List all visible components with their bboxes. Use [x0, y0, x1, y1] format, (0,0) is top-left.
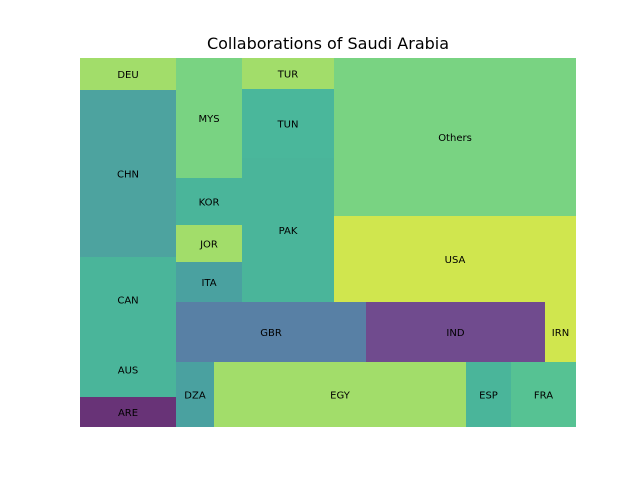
- treemap-cell-aus: [80, 342, 176, 397]
- treemap-cells: DEU CHN CAN AUS ARE MYS KOR JOR ITA TUR TUN PAK Othe…: [80, 58, 576, 427]
- treemap-cell-fra: [511, 362, 576, 427]
- treemap-label-dza: DZA: [184, 391, 206, 402]
- treemap-cell-mys: [176, 58, 242, 178]
- treemap-label-are: ARE: [118, 408, 138, 419]
- treemap-label-fra: FRA: [534, 391, 553, 402]
- treemap-cell-esp: [466, 362, 511, 427]
- chart-title: Collaborations of Saudi Arabia: [207, 34, 449, 53]
- treemap-cell-chn: [80, 90, 176, 257]
- treemap-cell-irn: [545, 302, 576, 362]
- treemap-cell-can: [80, 257, 176, 342]
- treemap-cell-gbr: [176, 302, 366, 362]
- treemap-label-tur: TUR: [277, 70, 298, 81]
- treemap-label-ita: ITA: [201, 278, 216, 289]
- treemap-cell-ind: [366, 302, 545, 362]
- treemap-cell-kor: [176, 178, 242, 225]
- treemap-label-aus: AUS: [118, 366, 139, 377]
- treemap-label-esp: ESP: [479, 391, 498, 402]
- treemap-label-deu: DEU: [117, 70, 138, 81]
- treemap-cell-jor: [176, 225, 242, 262]
- treemap-label-irn: IRN: [552, 328, 569, 339]
- treemap-cell-dza: [176, 362, 214, 427]
- treemap-label-usa: USA: [445, 255, 466, 266]
- treemap-label-chn: CHN: [117, 170, 139, 181]
- treemap-label-ind: IND: [446, 328, 464, 339]
- treemap-cell-are: [80, 397, 176, 427]
- treemap-label-tun: TUN: [277, 120, 299, 131]
- treemap-cell-deu: [80, 58, 176, 90]
- treemap-label-gbr: GBR: [260, 328, 282, 339]
- treemap-cell-usa: [334, 216, 576, 302]
- treemap-label-egy: EGY: [330, 391, 351, 402]
- treemap-cell-egy: [214, 362, 466, 427]
- treemap-cell-tur: [242, 58, 334, 89]
- treemap-label-pak: PAK: [279, 226, 298, 237]
- treemap-cell-tun: [242, 89, 334, 158]
- treemap-label-others: Others: [438, 133, 472, 144]
- treemap-cell-ita: [176, 262, 242, 302]
- treemap-cell-others: [334, 58, 576, 216]
- treemap-label-mys: MYS: [198, 114, 219, 125]
- treemap-label-can: CAN: [117, 296, 138, 307]
- treemap-cell-pak: [242, 158, 334, 302]
- treemap-label-jor: JOR: [199, 240, 218, 251]
- treemap-label-kor: KOR: [199, 198, 220, 209]
